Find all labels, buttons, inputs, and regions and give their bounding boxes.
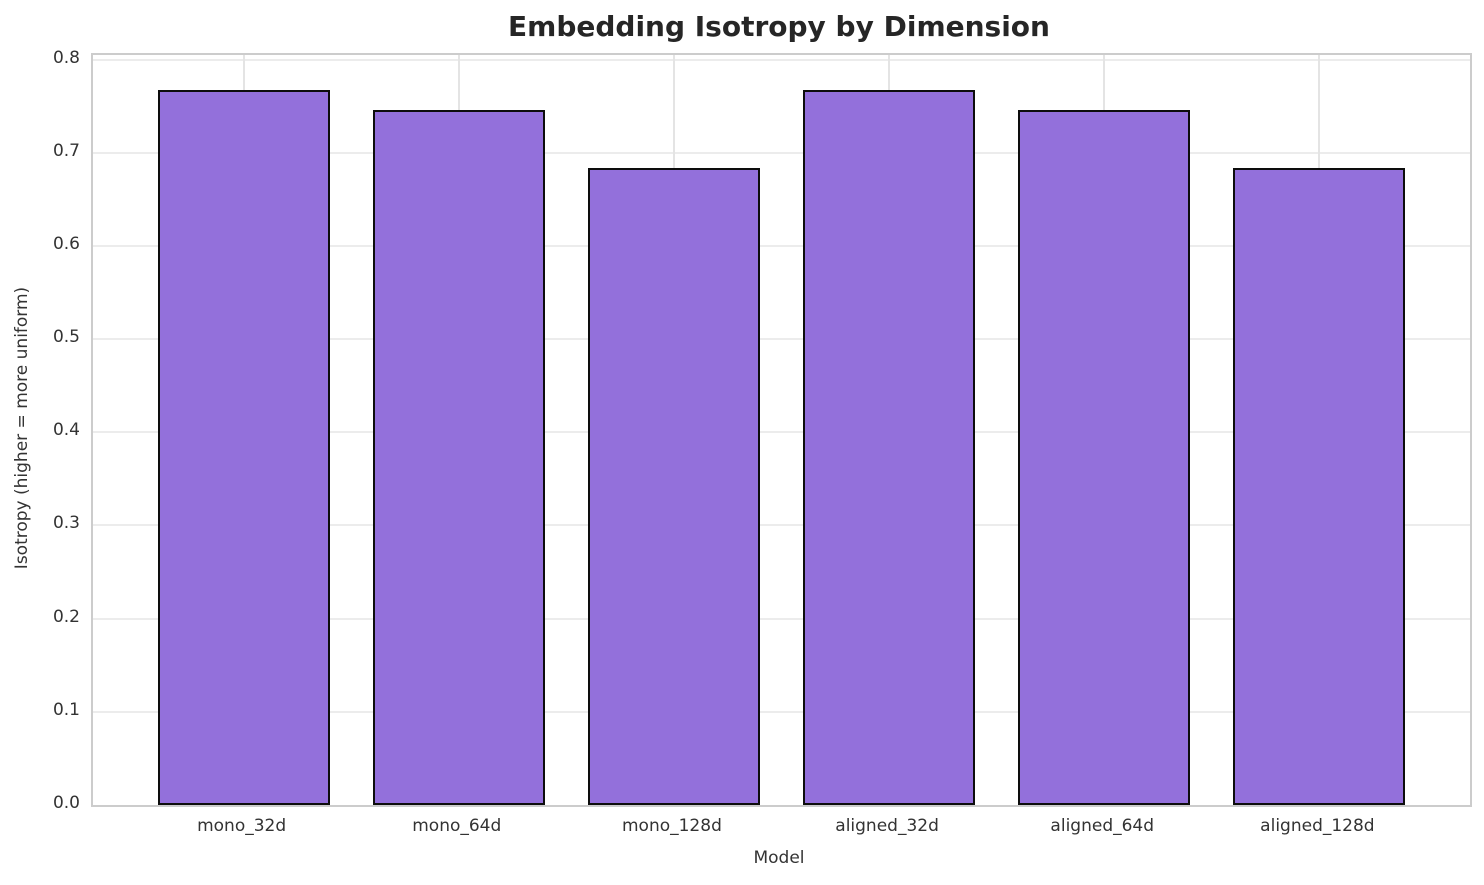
x-tick-label-mono_32d: mono_32d (197, 816, 287, 836)
y-tick-label: 0.5 (52, 327, 80, 348)
bar-aligned_128d (1233, 167, 1406, 805)
gridline-horizontal (93, 524, 1470, 527)
y-tick-label: 0.3 (52, 513, 80, 534)
y-tick-label: 0.0 (52, 793, 80, 813)
bar-aligned_32d (803, 90, 976, 805)
x-tick-label-mono_128d: mono_128d (621, 816, 722, 836)
bar-mono_64d (372, 109, 545, 805)
plot-area (91, 53, 1472, 807)
x-tick-label-aligned_64d: aligned_64d (1050, 816, 1155, 836)
y-tick-label: 0.1 (52, 699, 80, 720)
chart-title: Embedding Isotropy by Dimension (508, 10, 1050, 43)
bar-mono_32d (157, 90, 330, 805)
gridline-horizontal (93, 58, 1470, 61)
gridline-horizontal (93, 431, 1470, 434)
y-tick-label: 0.4 (52, 420, 80, 441)
gridline-horizontal (93, 151, 1470, 154)
gridline-horizontal (93, 617, 1470, 620)
x-axis-label: Model (753, 848, 805, 868)
gridline-horizontal (93, 338, 1470, 341)
y-tick-label: 0.7 (52, 140, 80, 161)
x-tick-label-mono_64d: mono_64d (412, 816, 502, 836)
bar-mono_128d (587, 167, 760, 805)
gridline-horizontal (93, 710, 1470, 713)
gridline-horizontal (93, 244, 1470, 247)
y-tick-label: 0.2 (52, 606, 80, 627)
x-tick-label-aligned_32d: aligned_32d (835, 816, 939, 836)
y-tick-label: 0.6 (52, 233, 80, 254)
x-tick-label-aligned_128d: aligned_128d (1260, 816, 1375, 836)
y-tick-label: 0.8 (52, 47, 80, 68)
bar-aligned_64d (1018, 109, 1191, 805)
